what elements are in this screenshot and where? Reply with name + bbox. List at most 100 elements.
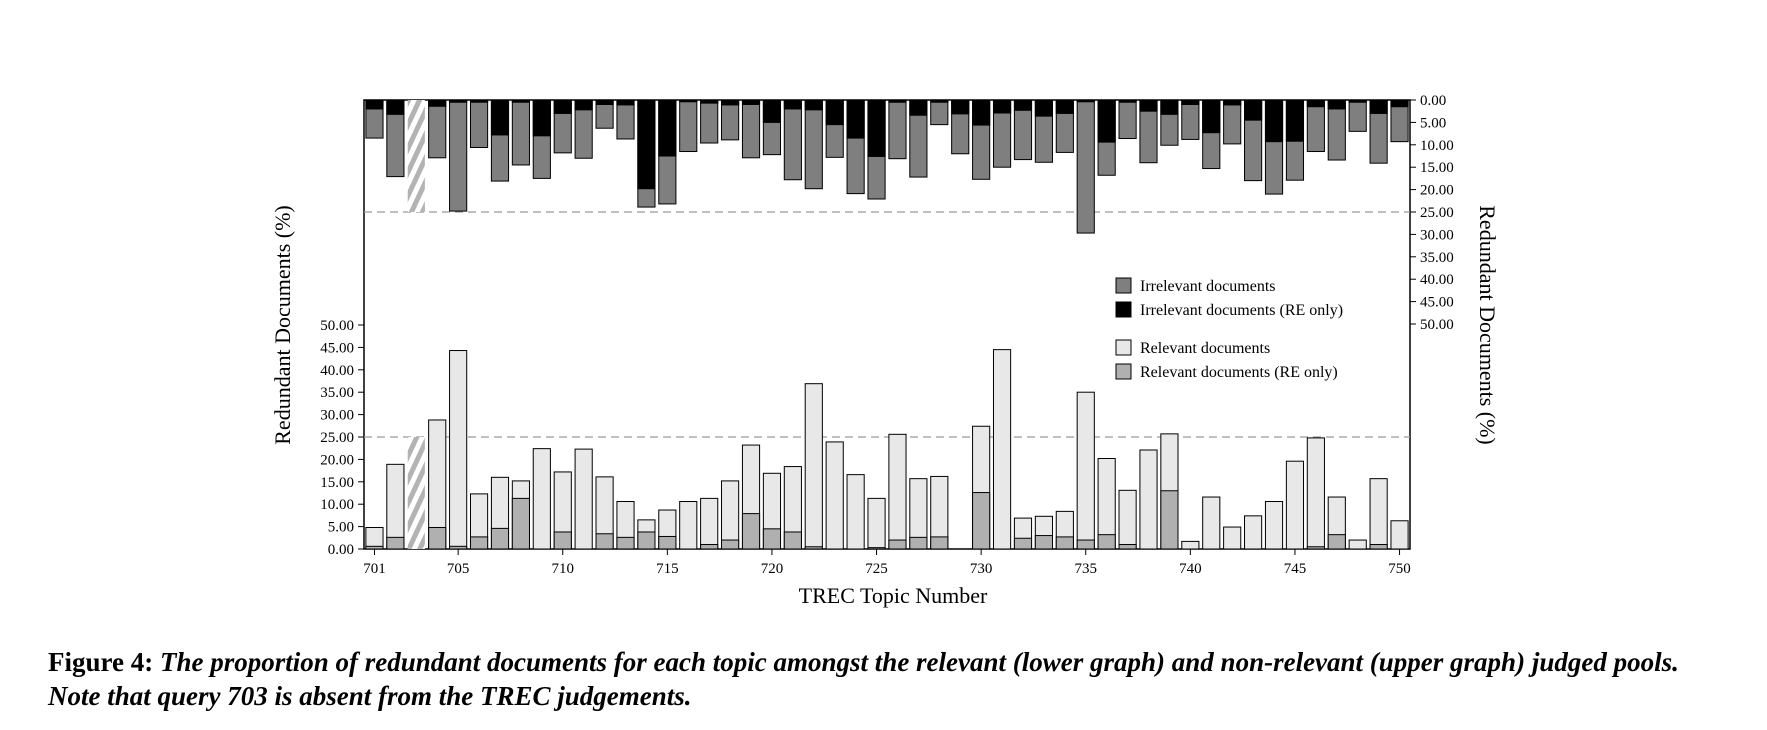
relevant-re-only-bar xyxy=(804,546,823,550)
relevant-bar xyxy=(574,448,593,550)
relevant-bar xyxy=(721,480,740,550)
relevant-re-only-bar xyxy=(637,531,656,550)
irrelevant-bar xyxy=(1348,99,1367,132)
relevant-re-only-bar xyxy=(1034,535,1053,550)
left-y-tick-label: 0.00 xyxy=(328,542,354,558)
irrelevant-bar xyxy=(783,99,802,181)
irrelevant-re-only-bar xyxy=(972,99,991,126)
left-y-tick-label: 50.00 xyxy=(320,318,354,334)
x-axis: 701 705 710 715 720 725 730 735 740 745 750 xyxy=(363,549,1411,577)
irrelevant-re-only-bar xyxy=(700,99,719,104)
relevant-re-only-bar xyxy=(721,539,740,550)
irrelevant-re-only-bar xyxy=(951,99,970,115)
figure-label: Figure 4: xyxy=(48,647,154,677)
right-y-tick-label: 5.00 xyxy=(1420,115,1446,131)
absent-topic-lower-bar xyxy=(407,437,425,549)
irrelevant-re-only-bar xyxy=(1390,99,1409,108)
irrelevant-bar xyxy=(1181,99,1200,140)
irrelevant-bar xyxy=(1118,99,1137,140)
irrelevant-re-only-bar xyxy=(1264,99,1284,143)
irrelevant-re-only-bar xyxy=(679,99,698,103)
upper-panel-bars xyxy=(365,99,1409,234)
irrelevant-re-only-bar xyxy=(365,99,384,110)
relevant-re-only-bar xyxy=(658,535,677,550)
irrelevant-re-only-bar xyxy=(1097,99,1116,143)
left-y-tick-label: 25.00 xyxy=(320,430,354,446)
relevant-re-only-bar xyxy=(428,526,447,550)
irrelevant-bar xyxy=(616,99,635,140)
x-tick-label: 730 xyxy=(970,561,993,577)
irrelevant-re-only-bar xyxy=(1034,99,1053,117)
irrelevant-re-only-bar xyxy=(867,99,886,157)
x-tick-label: 710 xyxy=(551,561,574,577)
relevant-bar xyxy=(1264,501,1284,550)
relevant-bar xyxy=(825,441,844,550)
x-tick-label: 701 xyxy=(363,561,386,577)
right-y-tick-label: 40.00 xyxy=(1420,272,1454,288)
irrelevant-re-only-bar xyxy=(1223,99,1242,106)
irrelevant-bar xyxy=(888,99,907,160)
x-tick-label: 705 xyxy=(447,561,470,577)
absent-topic-upper-bar xyxy=(407,100,425,212)
irrelevant-re-only-bar xyxy=(1160,99,1179,115)
left-y-axis: 0.00 5.00 10.00 15.00 20.00 25.00 30.00 35.00 40… xyxy=(320,318,364,558)
relevant-re-only-bar xyxy=(700,544,719,550)
relevant-re-only-bar xyxy=(741,513,761,550)
relevant-bar xyxy=(804,383,823,550)
irrelevant-re-only-bar xyxy=(553,99,572,114)
legend-swatch-irrelevant-re-only xyxy=(1115,301,1132,318)
irrelevant-re-only-bar xyxy=(658,99,677,157)
figure-caption-text: The proportion of redundant documents fo… xyxy=(48,647,1679,711)
irrelevant-re-only-bar xyxy=(616,99,635,106)
irrelevant-re-only-bar xyxy=(511,99,530,103)
x-tick-label: 740 xyxy=(1179,561,1202,577)
legend-label-relevant-re-only: Relevant documents (RE only) xyxy=(1140,364,1338,381)
right-y-tick-label: 50.00 xyxy=(1420,317,1454,333)
irrelevant-re-only-bar xyxy=(930,99,949,103)
relevant-re-only-bar xyxy=(888,539,907,550)
legend-swatch-relevant-re-only xyxy=(1115,363,1132,380)
x-tick-label: 720 xyxy=(761,561,784,577)
relevant-re-only-bar xyxy=(1160,490,1179,550)
irrelevant-re-only-bar xyxy=(595,99,614,105)
irrelevant-bar xyxy=(721,99,740,141)
relevant-re-only-bar xyxy=(553,531,572,550)
legend-label-irrelevant-re-only: Irrelevant documents (RE only) xyxy=(1140,302,1343,319)
irrelevant-re-only-bar xyxy=(1348,99,1367,103)
relevant-re-only-bar xyxy=(930,536,949,550)
relevant-re-only-bar xyxy=(1076,539,1095,550)
relevant-re-only-bar xyxy=(762,528,782,550)
right-y-axis: 0.00 5.00 10.00 15.00 20.00 25.00 30.00 35.00 40… xyxy=(1410,93,1454,333)
relevant-bar xyxy=(386,463,405,550)
irrelevant-re-only-bar xyxy=(1076,99,1095,103)
irrelevant-re-only-bar xyxy=(490,99,510,136)
left-y-tick-label: 20.00 xyxy=(320,452,354,468)
irrelevant-bar xyxy=(449,99,468,212)
irrelevant-re-only-bar xyxy=(1327,99,1346,110)
relevant-re-only-bar xyxy=(616,536,635,550)
relevant-bar xyxy=(365,526,384,550)
irrelevant-re-only-bar xyxy=(469,99,489,103)
relevant-re-only-bar xyxy=(386,536,405,550)
relevant-re-only-bar xyxy=(490,527,510,550)
relevant-bar xyxy=(1139,449,1158,550)
irrelevant-re-only-bar xyxy=(386,99,405,115)
relevant-re-only-bar xyxy=(365,545,384,550)
right-y-axis-title: Redundant Documents (%) xyxy=(1475,205,1500,445)
legend: Irrelevant documents Irrelevant document… xyxy=(1115,277,1343,381)
relevant-re-only-bar xyxy=(909,536,928,550)
irrelevant-bar xyxy=(511,99,530,166)
irrelevant-re-only-bar xyxy=(825,99,844,126)
irrelevant-re-only-bar xyxy=(1244,99,1263,121)
irrelevant-re-only-bar xyxy=(1139,99,1158,112)
left-y-tick-label: 30.00 xyxy=(320,408,354,424)
reference-lines xyxy=(364,211,1410,438)
relevant-bar xyxy=(1202,496,1221,550)
right-y-tick-label: 15.00 xyxy=(1420,160,1454,176)
left-y-tick-label: 10.00 xyxy=(320,497,354,513)
relevant-re-only-bar xyxy=(511,497,530,550)
x-axis-title: TREC Topic Number xyxy=(799,583,988,608)
irrelevant-bar xyxy=(804,99,823,190)
relevant-re-only-bar xyxy=(1097,534,1116,550)
irrelevant-bar xyxy=(700,99,719,144)
